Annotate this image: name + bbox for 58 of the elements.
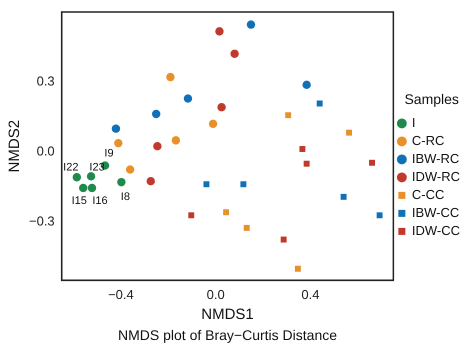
- point: [215, 27, 224, 36]
- text: NMDS plot of Bray−Curtis Distance: [118, 326, 338, 343]
- point: [294, 266, 301, 272]
- point: [79, 184, 88, 192]
- point: [285, 112, 292, 118]
- annotation: I23: [89, 161, 105, 174]
- point: [208, 120, 218, 128]
- annotation: I15: [72, 195, 87, 208]
- point: [153, 142, 162, 150]
- annotation: I9: [104, 148, 114, 160]
- point: [172, 136, 180, 145]
- x-tick-label: −0.4: [108, 286, 134, 302]
- point: [114, 138, 122, 148]
- legend-label: C-CC: [412, 186, 444, 202]
- point: [280, 236, 287, 243]
- point: [203, 181, 210, 188]
- point: [88, 184, 96, 192]
- point: [217, 103, 226, 112]
- annotation: I22: [63, 161, 78, 174]
- y-tick-label: 0.0: [36, 144, 55, 159]
- point: [299, 146, 306, 152]
- legend-label: I: [412, 114, 416, 130]
- y-tick-label: 0.3: [36, 74, 55, 89]
- legend-label: IBW-RC: [412, 150, 460, 166]
- legend-label: C-RC: [412, 132, 444, 148]
- point: [117, 178, 126, 186]
- point: [304, 160, 310, 167]
- point: [376, 212, 383, 218]
- annotation: I8: [120, 191, 130, 204]
- x-axis-title: NMDS1: [201, 306, 254, 324]
- point: [112, 124, 120, 133]
- annotation: I16: [92, 195, 108, 208]
- point: [230, 50, 239, 58]
- x-tick-label: 0.0: [206, 286, 225, 302]
- point: [126, 165, 134, 174]
- point: [72, 173, 82, 182]
- legend-label: IDW-CC: [412, 222, 460, 238]
- point: [166, 72, 175, 82]
- y-tick-label: −0.3: [28, 214, 55, 229]
- point: [184, 94, 192, 103]
- point: [316, 100, 323, 106]
- point: [240, 181, 246, 188]
- point: [340, 194, 347, 200]
- point: [302, 80, 311, 90]
- point: [223, 209, 230, 216]
- point: [152, 110, 160, 118]
- point: [369, 160, 376, 166]
- x-tick-label: 0.4: [301, 286, 320, 302]
- point: [86, 172, 96, 181]
- point: [346, 130, 352, 136]
- point: [246, 20, 256, 29]
- legend-label: IDW-RC: [412, 168, 460, 184]
- legend-title: Samples: [404, 90, 459, 107]
- point: [188, 212, 194, 218]
- point: [146, 177, 155, 186]
- point: [244, 224, 250, 231]
- y-axis-title: NMDS2: [6, 120, 24, 172]
- legend-label: IBW-CC: [412, 204, 460, 220]
